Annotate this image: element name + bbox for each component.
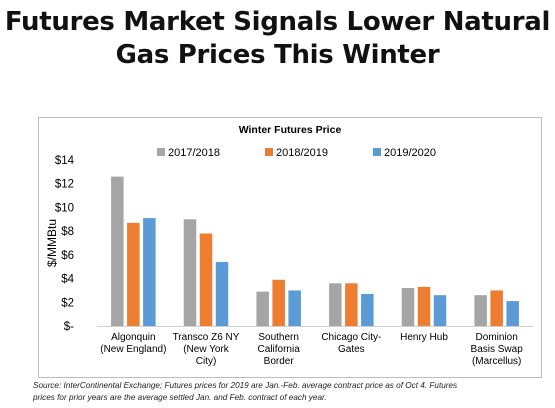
x-tick-label: Algonquin (New England) [100, 332, 166, 355]
legend-swatch [265, 148, 273, 156]
headline: Futures Market Signals Lower Natural Gas… [0, 6, 555, 72]
bar [111, 176, 124, 326]
legend-label: 2018/2019 [276, 147, 328, 159]
legend-label: 2017/2018 [168, 147, 220, 159]
chart-title: Winter Futures Price [239, 124, 342, 136]
bar [143, 218, 156, 326]
x-tick-label: Henry Hub [400, 332, 448, 343]
legend-swatch [373, 148, 381, 156]
bars [111, 176, 519, 326]
x-tick-label: Chicago City-Gates [321, 332, 381, 355]
y-axis-label: $/MMBtu [45, 219, 59, 267]
source-line-1: Source: InterContinental Exchange; Futur… [33, 381, 458, 390]
x-tick-label: Southern California Border [258, 332, 301, 367]
y-tick-label: $2 [61, 297, 74, 309]
y-tick-label: $4 [61, 274, 74, 286]
bar [345, 283, 358, 326]
bar [329, 283, 342, 326]
chart-panel: Winter Futures Price $/MMBtu 2017/2018 20… [38, 117, 542, 378]
source-note: Source: InterContinental Exchange; Futur… [33, 380, 548, 403]
x-axis: Algonquin (New England) Transco Z6 NY (New … [97, 326, 533, 367]
source-line-2: prices for prior years are the average s… [33, 392, 327, 402]
headline-line-1: Futures Market Signals Lower Natural [4, 7, 551, 37]
legend: 2017/2018 2018/2019 2019/2020 [157, 147, 436, 159]
y-tick-label: $10 [55, 202, 74, 214]
bar [272, 279, 285, 326]
bar [256, 291, 269, 326]
y-tick-label: $14 [55, 155, 75, 167]
y-tick-label: $12 [55, 179, 74, 191]
bar [199, 233, 213, 326]
bar [288, 290, 301, 326]
bar [183, 219, 197, 326]
y-tick-label: $6 [61, 250, 74, 262]
chart-svg: Winter Futures Price $/MMBtu 2017/2018 20… [45, 124, 533, 367]
legend-label: 2019/2020 [384, 147, 436, 159]
bar [361, 293, 374, 326]
bar [506, 301, 519, 326]
bar [401, 288, 415, 326]
bar [474, 295, 487, 326]
y-tick-label: $8 [61, 226, 74, 238]
bar [215, 261, 229, 326]
bar [127, 222, 140, 326]
y-tick-label: $- [64, 321, 74, 333]
y-axis: $- $2 $4 $6 $8 $10 $12 $14 [55, 155, 75, 333]
x-tick-label: Transco Z6 NY (New York City) [173, 332, 240, 367]
x-tick-label: Dominion Basis Swap (Marcellus) [471, 332, 524, 367]
bar [433, 295, 447, 326]
bar [417, 286, 431, 326]
headline-line-2: Gas Prices This Winter [115, 40, 440, 70]
bar [490, 290, 503, 326]
legend-swatch [157, 148, 165, 156]
